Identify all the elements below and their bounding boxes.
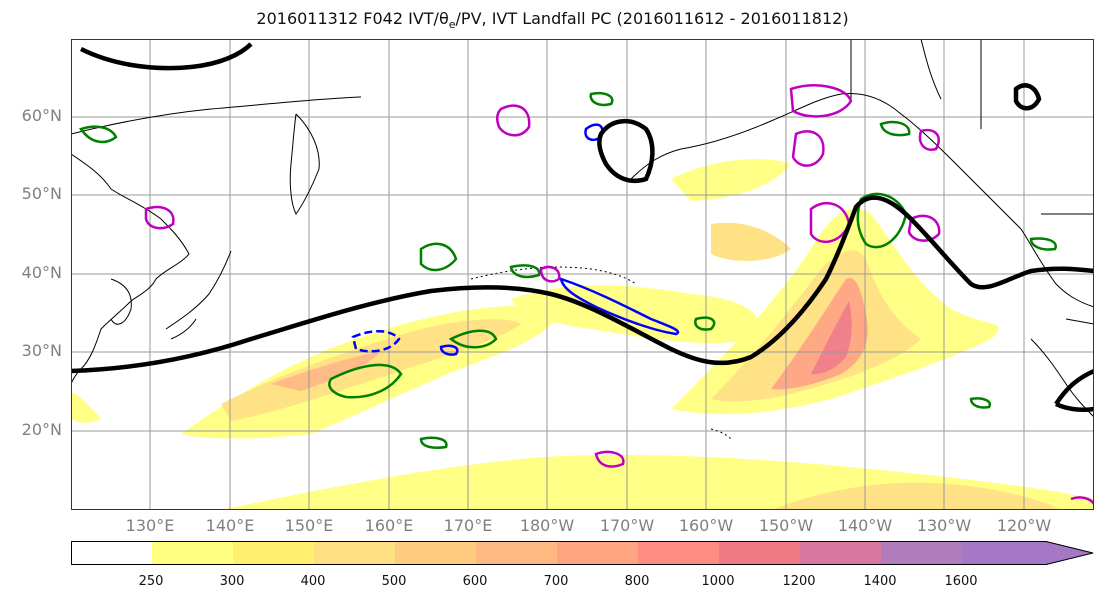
colorbar-bin-4: [395, 541, 476, 565]
lat-label-50: 50°N: [21, 184, 62, 203]
colorbar-tick-1400: 1400: [863, 574, 897, 589]
colorbar-bin-5: [476, 541, 557, 565]
map-panel: [71, 39, 1094, 510]
lon-label-180w: 180°W: [519, 516, 575, 535]
colorbar: [71, 541, 1094, 565]
alaska-interior: [850, 39, 982, 129]
colorbar-tick-700: 700: [543, 574, 569, 589]
ivt-plume-main-core: [771, 278, 868, 390]
kamchatka: [289, 113, 320, 215]
jet-contours: [71, 42, 1094, 413]
ivt-north-branch: [671, 159, 791, 201]
lon-label-150w: 150°W: [758, 516, 814, 535]
colorbar-bin-1: [152, 541, 233, 565]
lat-label-40: 40°N: [21, 263, 62, 282]
ivt-plume-main-peak: [811, 301, 852, 375]
lon-label-160e: 160°E: [364, 516, 414, 535]
colorbar-bin-0: [71, 541, 152, 565]
hawaii: [710, 428, 732, 440]
asia-coast: [71, 153, 190, 385]
green-contours: [79, 92, 1057, 449]
plot-title: 2016011312 F042 IVT/θe/PV, IVT Landfall …: [256, 9, 849, 32]
gridlines: [71, 39, 1094, 510]
map-frame: [71, 39, 1094, 510]
ivt-plume-west-core: [271, 351, 381, 391]
colorbar-bin-7: [638, 541, 719, 565]
aleutians: [470, 266, 637, 285]
ivt-bottom-band-2: [771, 482, 1061, 510]
colorbar-tick-300: 300: [219, 574, 245, 589]
colorbar-bin-10: [881, 541, 962, 565]
colorbar-bin-8: [719, 541, 800, 565]
lon-label-170e: 170°E: [443, 516, 493, 535]
colorbar-tick-1600: 1600: [944, 574, 978, 589]
colorbar-tick-600: 600: [462, 574, 488, 589]
colorbar-extend-arrow: [962, 541, 1094, 565]
lon-label-170w: 170°W: [599, 516, 655, 535]
colorbar-tick-1000: 1000: [701, 574, 735, 589]
korea: [110, 278, 132, 325]
colorbar-bin-2: [233, 541, 314, 565]
lon-label-140w: 140°W: [837, 516, 893, 535]
colorbar-tick-400: 400: [300, 574, 326, 589]
lon-label-130e: 130°E: [125, 516, 175, 535]
jet-ne-loop: [1013, 83, 1042, 111]
colorbar-tick-800: 800: [624, 574, 650, 589]
lat-label-20: 20°N: [21, 420, 62, 439]
colorbar-outline: [71, 541, 1094, 565]
jet-north-loop: [597, 119, 655, 184]
ivt-west-edge: [71, 391, 101, 423]
lon-label-120w: 120°W: [996, 516, 1052, 535]
colorbar-bin-6: [557, 541, 638, 565]
lat-label-60: 60°N: [21, 106, 62, 125]
colorbar-bin-9: [800, 541, 881, 565]
jet-top: [79, 42, 253, 71]
alaska-coast: [630, 92, 1094, 308]
ivt-north-branch-2: [711, 222, 791, 261]
lat-label-30: 30°N: [21, 341, 62, 360]
jet-east: [1054, 368, 1094, 413]
lon-label-150e: 150°E: [284, 516, 334, 535]
lon-label-160w: 160°W: [678, 516, 734, 535]
coastlines: [71, 39, 1094, 440]
siberia-north: [71, 96, 362, 135]
japan: [165, 250, 232, 340]
jet-main: [71, 195, 1094, 374]
colorbar-tick-1200: 1200: [782, 574, 816, 589]
lon-label-140e: 140°E: [205, 516, 255, 535]
colorbar-tick-250: 250: [138, 574, 164, 589]
colorbar-bin-3: [314, 541, 395, 565]
lon-label-130w: 130°W: [916, 516, 972, 535]
colorbar-tick-500: 500: [381, 574, 407, 589]
